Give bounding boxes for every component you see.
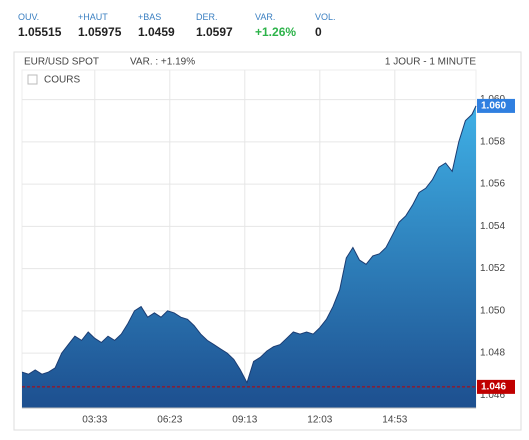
- stat-value: 1.0459: [138, 25, 175, 39]
- y-tick-label: 1.048: [480, 348, 505, 359]
- x-tick-label: 09:13: [232, 415, 257, 426]
- legend-box: [27, 74, 38, 85]
- stat-label: +BAS: [138, 12, 162, 22]
- legend-label: COURS: [44, 75, 80, 86]
- x-tick-label: 03:33: [82, 415, 107, 426]
- stat-value: 1.0597: [196, 25, 233, 39]
- panel: [13, 51, 522, 431]
- reference-label-box: [477, 379, 515, 394]
- y-tick-label: 1.058: [480, 136, 505, 147]
- stat: +HAUT 1.05975: [78, 12, 121, 39]
- stat-value: 0: [315, 25, 322, 39]
- stat: OUV. 1.05515: [18, 12, 61, 39]
- x-tick-label: 14:53: [382, 415, 407, 426]
- stat: +BAS 1.0459: [138, 12, 175, 39]
- stat-label: +HAUT: [78, 12, 108, 22]
- y-tick-label: 1.054: [480, 221, 505, 232]
- price-label: 1.060: [481, 101, 506, 112]
- chart-subtitle: VAR. : +1.19%: [130, 57, 195, 68]
- y-tick-label: 1.052: [480, 263, 505, 274]
- y-tick-label: 1.050: [480, 305, 505, 316]
- stat-label: VOL.: [315, 12, 336, 22]
- x-tick-label: 12:03: [307, 415, 332, 426]
- stat-label: VAR.: [255, 12, 276, 22]
- stat-label: OUV.: [18, 12, 40, 22]
- chart-title: EUR/USD SPOT: [24, 57, 99, 68]
- stat-value: 1.05975: [78, 25, 122, 39]
- stat-value: +1.26%: [255, 25, 297, 39]
- period: 1 JOUR - 1 MINUTE: [385, 57, 476, 68]
- stat: VAR. +1.26%: [255, 12, 296, 39]
- stat-label: DER.: [196, 12, 218, 22]
- price-label-box: [477, 98, 515, 113]
- y-tick-label: 1.046: [480, 390, 505, 401]
- reference-label: 1.046: [481, 382, 506, 393]
- stat-value: 1.05515: [18, 25, 62, 39]
- line: [21, 105, 477, 385]
- area: [22, 105, 476, 409]
- stat: DER. 1.0597: [196, 12, 233, 39]
- stat: VOL. 0: [315, 12, 336, 39]
- x-tick-label: 06:23: [157, 415, 182, 426]
- y-tick-label: 1.056: [480, 179, 505, 190]
